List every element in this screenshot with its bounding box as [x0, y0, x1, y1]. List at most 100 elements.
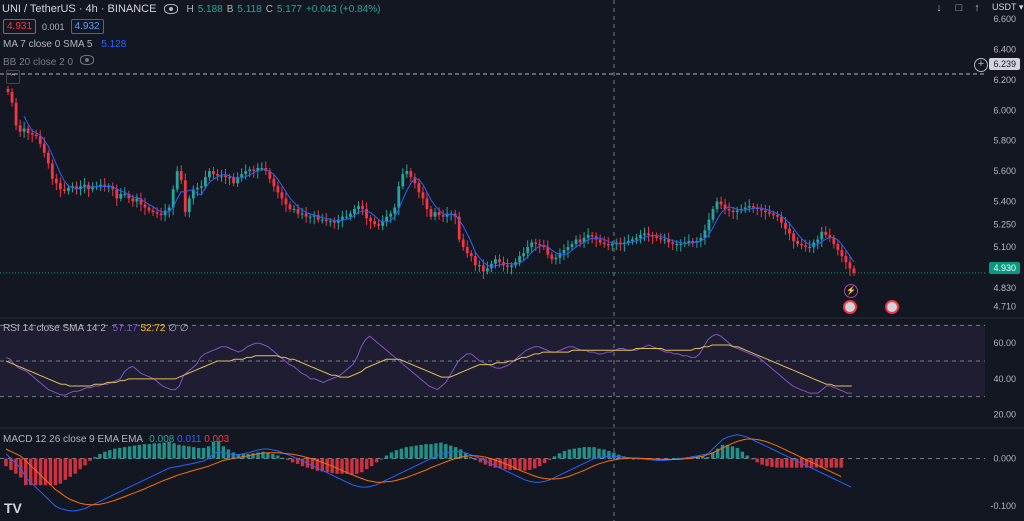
rsi-band: [0, 325, 985, 397]
candle-body: [46, 152, 50, 164]
candle-body: [195, 187, 199, 190]
candle-body: [67, 187, 70, 191]
macd-legend[interactable]: MACD 12 26 close 9 EMA EMA 0.008 0.011 0…: [3, 434, 229, 445]
macd-histogram-bar: [266, 452, 270, 459]
candle-body: [373, 221, 377, 225]
candle-body: [767, 212, 771, 214]
price-tick-label: 6.200: [993, 75, 1016, 85]
macd-histogram-bar: [439, 442, 443, 459]
price-tick-label: 5.600: [993, 166, 1016, 176]
macd-histogram-bar: [533, 458, 537, 469]
bb-legend[interactable]: BB 20 close 2 0: [3, 55, 98, 68]
symbol-title[interactable]: UNI / TetherUS · 4h · BINANCE: [2, 3, 157, 15]
macd-histogram-bar: [53, 458, 58, 486]
candle-body: [538, 244, 542, 246]
ohlc-c-value: 5.177: [276, 3, 302, 15]
macd-histogram-bar: [117, 447, 122, 459]
macd-histogram-bar: [360, 458, 364, 473]
rsi-tick-label: 60.00: [993, 338, 1016, 348]
macd-histogram-bar: [819, 458, 824, 468]
candle-body: [723, 204, 727, 210]
ohlc-c-label: C: [265, 3, 273, 15]
us-flag-event-icon[interactable]: [885, 300, 899, 314]
macd-histogram-bar: [676, 457, 680, 459]
candle-body: [320, 219, 324, 221]
candle-body: [389, 213, 393, 217]
macd-histogram-bar: [513, 458, 517, 470]
macd-histogram-bar: [740, 451, 745, 459]
candle-body: [248, 169, 252, 172]
macd-histogram-bar: [760, 458, 764, 465]
candle-body: [639, 234, 642, 238]
candle-body: [216, 174, 219, 176]
alert-price-tag[interactable]: 6.239: [989, 58, 1020, 70]
candle-body: [534, 242, 538, 245]
candle-body: [707, 219, 711, 231]
arrow-down-icon[interactable]: ↓: [936, 2, 942, 14]
macd-histogram-bar: [824, 458, 829, 468]
candle-body: [699, 237, 703, 241]
candle-body: [490, 263, 493, 269]
candle-body: [610, 244, 614, 246]
candle-body: [256, 168, 260, 172]
rsi-ma-value: 52.72: [140, 323, 166, 334]
candle-body: [159, 213, 163, 216]
macd-histogram-bar: [28, 458, 33, 486]
candle-body: [75, 186, 78, 190]
price-tick-label: 4.710: [993, 301, 1016, 311]
candle-body: [385, 216, 389, 222]
macd-histogram-bar: [157, 443, 161, 459]
candle-body: [22, 128, 26, 132]
collapse-legend-icon[interactable]: ⌃: [6, 70, 20, 84]
candle-body: [107, 186, 111, 188]
candle-body: [655, 236, 659, 238]
ask-price-box[interactable]: 4.932: [70, 19, 104, 34]
bid-price-box[interactable]: 4.931: [3, 19, 37, 34]
candle-body: [10, 92, 14, 103]
candle-body: [151, 210, 155, 213]
macd-histogram-bar: [399, 448, 404, 459]
macd-histogram-bar: [98, 453, 102, 459]
macd-histogram-bar: [656, 458, 661, 461]
chevron-down-icon: ▾: [1016, 2, 1024, 12]
candle-body: [788, 228, 791, 234]
macd-histogram-bar: [814, 458, 819, 468]
macd-histogram-bar: [804, 458, 809, 468]
candle-body: [393, 207, 397, 214]
macd-histogram-bar: [325, 458, 329, 473]
currency-selector[interactable]: USDT ▾: [992, 2, 1023, 13]
candle-body: [546, 247, 550, 255]
candle-body: [514, 262, 518, 266]
eye-icon[interactable]: [164, 4, 179, 14]
candle-body: [663, 239, 667, 241]
candle-body: [14, 102, 18, 126]
macd-histogram-bar: [483, 458, 488, 465]
change-value: +0.043 (+0.84%): [305, 3, 381, 15]
candle-body: [631, 239, 634, 241]
arrow-up-icon[interactable]: ↑: [974, 2, 980, 14]
add-alert-icon[interactable]: +: [974, 58, 988, 72]
macd-histogram-bar: [78, 458, 82, 470]
candle-body: [409, 171, 413, 178]
macd-histogram-bar: [562, 450, 567, 459]
candle-body: [377, 224, 381, 226]
rsi-legend[interactable]: RSI 14 close SMA 14 2 57.17 52.72 ∅ ∅: [3, 323, 188, 334]
macd-histogram-bar: [24, 458, 28, 486]
candle-body: [171, 189, 175, 208]
us-flag-event-icon[interactable]: [843, 300, 857, 314]
candle-body: [703, 230, 707, 238]
maximize-icon[interactable]: □: [955, 2, 963, 14]
candle-body: [796, 240, 799, 245]
ma-legend[interactable]: MA 7 close 0 SMA 5 5.128: [3, 39, 126, 50]
candle-body: [711, 209, 715, 220]
candle-body: [349, 213, 352, 217]
candle-body: [300, 213, 304, 215]
tradingview-logo-icon[interactable]: TV: [4, 500, 22, 516]
candle-body: [485, 268, 489, 272]
candle-body: [340, 216, 344, 220]
bb-hidden-eye-icon[interactable]: [79, 55, 94, 65]
macd-label: MACD: [3, 434, 33, 445]
macd-histogram-bar: [834, 458, 838, 468]
lightning-icon[interactable]: ⚡: [844, 284, 858, 298]
